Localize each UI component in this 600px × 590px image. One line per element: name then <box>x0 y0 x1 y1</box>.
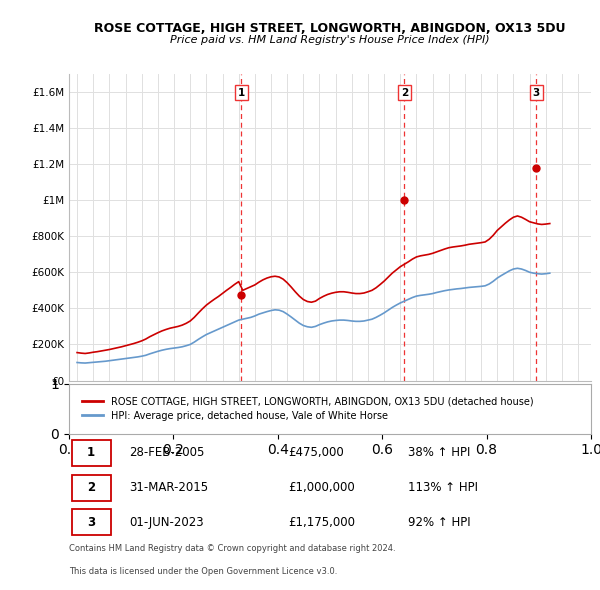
FancyBboxPatch shape <box>71 509 111 536</box>
Text: £1,000,000: £1,000,000 <box>288 481 355 494</box>
Text: ROSE COTTAGE, HIGH STREET, LONGWORTH, ABINGDON, OX13 5DU: ROSE COTTAGE, HIGH STREET, LONGWORTH, AB… <box>94 22 566 35</box>
Text: £475,000: £475,000 <box>288 446 344 460</box>
Text: Price paid vs. HM Land Registry's House Price Index (HPI): Price paid vs. HM Land Registry's House … <box>170 35 490 45</box>
Text: 1: 1 <box>87 446 95 460</box>
Text: 92% ↑ HPI: 92% ↑ HPI <box>409 516 471 529</box>
Text: 31-MAR-2015: 31-MAR-2015 <box>129 481 208 494</box>
Text: 3: 3 <box>533 87 540 97</box>
Text: 38% ↑ HPI: 38% ↑ HPI <box>409 446 470 460</box>
Text: 1: 1 <box>238 87 245 97</box>
FancyBboxPatch shape <box>71 474 111 501</box>
Text: 3: 3 <box>87 516 95 529</box>
Text: 2: 2 <box>87 481 95 494</box>
Text: £1,175,000: £1,175,000 <box>288 516 355 529</box>
Text: Contains HM Land Registry data © Crown copyright and database right 2024.: Contains HM Land Registry data © Crown c… <box>69 544 395 553</box>
Text: This data is licensed under the Open Government Licence v3.0.: This data is licensed under the Open Gov… <box>69 566 337 576</box>
Text: 01-JUN-2023: 01-JUN-2023 <box>129 516 203 529</box>
Legend: ROSE COTTAGE, HIGH STREET, LONGWORTH, ABINGDON, OX13 5DU (detached house), HPI: : ROSE COTTAGE, HIGH STREET, LONGWORTH, AB… <box>79 394 537 424</box>
Text: 2: 2 <box>401 87 408 97</box>
FancyBboxPatch shape <box>71 440 111 466</box>
Text: 28-FEB-2005: 28-FEB-2005 <box>129 446 205 460</box>
Text: 113% ↑ HPI: 113% ↑ HPI <box>409 481 478 494</box>
